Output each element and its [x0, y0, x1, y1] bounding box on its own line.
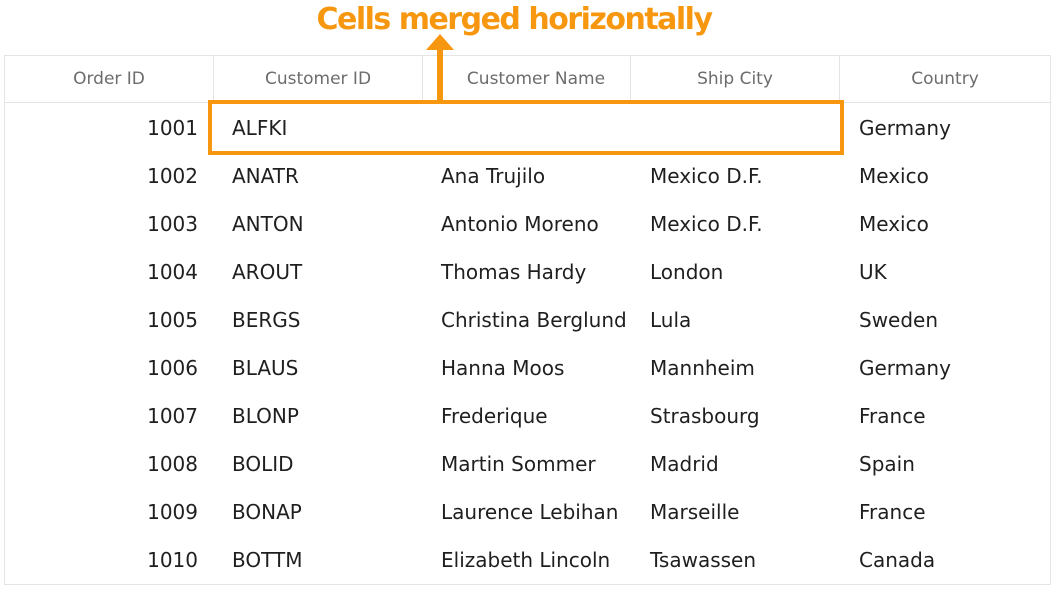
cell-customer-name[interactable]: Thomas Hardy: [441, 260, 587, 284]
cell-customer-name[interactable]: Elizabeth Lincoln: [441, 548, 611, 572]
cell-country[interactable]: Germany: [859, 116, 951, 140]
cell-ship-city[interactable]: Madrid: [650, 452, 719, 476]
cell-order-id[interactable]: 1001: [147, 116, 198, 140]
table-row[interactable]: 1004 AROUT Thomas Hardy London UK: [5, 248, 1050, 296]
column-header-country[interactable]: Country: [911, 69, 979, 89]
cell-customer-id[interactable]: BLONP: [232, 404, 299, 428]
cell-order-id[interactable]: 1005: [147, 308, 198, 332]
cell-country[interactable]: Spain: [859, 452, 915, 476]
grid-header-row: Order ID Customer ID Customer Name Ship …: [5, 56, 1050, 103]
cell-customer-name[interactable]: Martin Sommer: [441, 452, 596, 476]
cell-customer-name[interactable]: Ana Trujilo: [441, 164, 546, 188]
data-grid: Order ID Customer ID Customer Name Ship …: [4, 55, 1051, 585]
cell-order-id[interactable]: 1008: [147, 452, 198, 476]
cell-customer-name[interactable]: Hanna Moos: [441, 356, 565, 380]
table-row[interactable]: 1010 BOTTM Elizabeth Lincoln Tsawassen Canad…: [5, 536, 1050, 584]
cell-ship-city[interactable]: Lula: [650, 308, 692, 332]
cell-ship-city[interactable]: Mannheim: [650, 356, 755, 380]
cell-customer-id[interactable]: BOLID: [232, 452, 294, 476]
cell-country[interactable]: UK: [859, 260, 887, 284]
cell-order-id[interactable]: 1006: [147, 356, 198, 380]
cell-order-id[interactable]: 1009: [147, 500, 198, 524]
cell-order-id[interactable]: 1007: [147, 404, 198, 428]
cell-ship-city[interactable]: Tsawassen: [650, 548, 757, 572]
cell-customer-id[interactable]: ANTON: [232, 212, 304, 236]
cell-country[interactable]: Mexico: [859, 164, 929, 188]
table-row[interactable]: 1009 BONAP Laurence Lebihan Marseille France: [5, 488, 1050, 536]
cell-country[interactable]: Mexico: [859, 212, 929, 236]
cell-customer-name[interactable]: Christina Berglund: [441, 308, 627, 332]
cell-country[interactable]: Germany: [859, 356, 951, 380]
table-row[interactable]: 1002 ANATR Ana Trujilo Mexico D.F. Mexico: [5, 152, 1050, 200]
cell-ship-city[interactable]: Mexico D.F.: [650, 164, 763, 188]
table-row[interactable]: 1006 BLAUS Hanna Moos Mannheim Germany: [5, 344, 1050, 392]
cell-customer-id[interactable]: ANATR: [232, 164, 299, 188]
column-header-customer-id[interactable]: Customer ID: [214, 56, 423, 102]
cell-customer-id[interactable]: BLAUS: [232, 356, 299, 380]
cell-order-id[interactable]: 1010: [147, 548, 198, 572]
cell-order-id[interactable]: 1004: [147, 260, 198, 284]
merged-cell-customer-id[interactable]: ALFKI: [232, 116, 288, 140]
cell-customer-id[interactable]: BERGS: [232, 308, 301, 332]
cell-order-id[interactable]: 1002: [147, 164, 198, 188]
arrow-up-icon: [426, 34, 454, 101]
cell-customer-name[interactable]: Antonio Moreno: [441, 212, 599, 236]
column-header-order-id[interactable]: Order ID: [5, 56, 214, 102]
cell-ship-city[interactable]: London: [650, 260, 724, 284]
cell-customer-id[interactable]: AROUT: [232, 260, 303, 284]
table-row[interactable]: 1001 ALFKI Germany: [5, 104, 1050, 152]
cell-customer-name[interactable]: Frederique: [441, 404, 548, 428]
cell-country[interactable]: France: [859, 500, 926, 524]
cell-country[interactable]: Canada: [859, 548, 936, 572]
cell-customer-name[interactable]: Laurence Lebihan: [441, 500, 619, 524]
cell-country[interactable]: Sweden: [859, 308, 939, 332]
table-row[interactable]: 1007 BLONP Frederique Strasbourg France: [5, 392, 1050, 440]
cell-country[interactable]: France: [859, 404, 926, 428]
cell-customer-id[interactable]: BOTTM: [232, 548, 303, 572]
cell-order-id[interactable]: 1003: [147, 212, 198, 236]
column-header-customer-name[interactable]: Customer Name: [441, 56, 631, 102]
cell-customer-id[interactable]: BONAP: [232, 500, 302, 524]
table-row[interactable]: 1003 ANTON Antonio Moreno Mexico D.F. Mexico: [5, 200, 1050, 248]
table-row[interactable]: 1008 BOLID Martin Sommer Madrid Spain: [5, 440, 1050, 488]
cell-ship-city[interactable]: Mexico D.F.: [650, 212, 763, 236]
cell-ship-city[interactable]: Strasbourg: [650, 404, 760, 428]
column-header-ship-city[interactable]: Ship City: [631, 56, 840, 102]
table-row[interactable]: 1005 BERGS Christina Berglund Lula Sweden: [5, 296, 1050, 344]
annotation-title: Cells merged horizontally: [316, 2, 713, 37]
cell-ship-city[interactable]: Marseille: [650, 500, 740, 524]
